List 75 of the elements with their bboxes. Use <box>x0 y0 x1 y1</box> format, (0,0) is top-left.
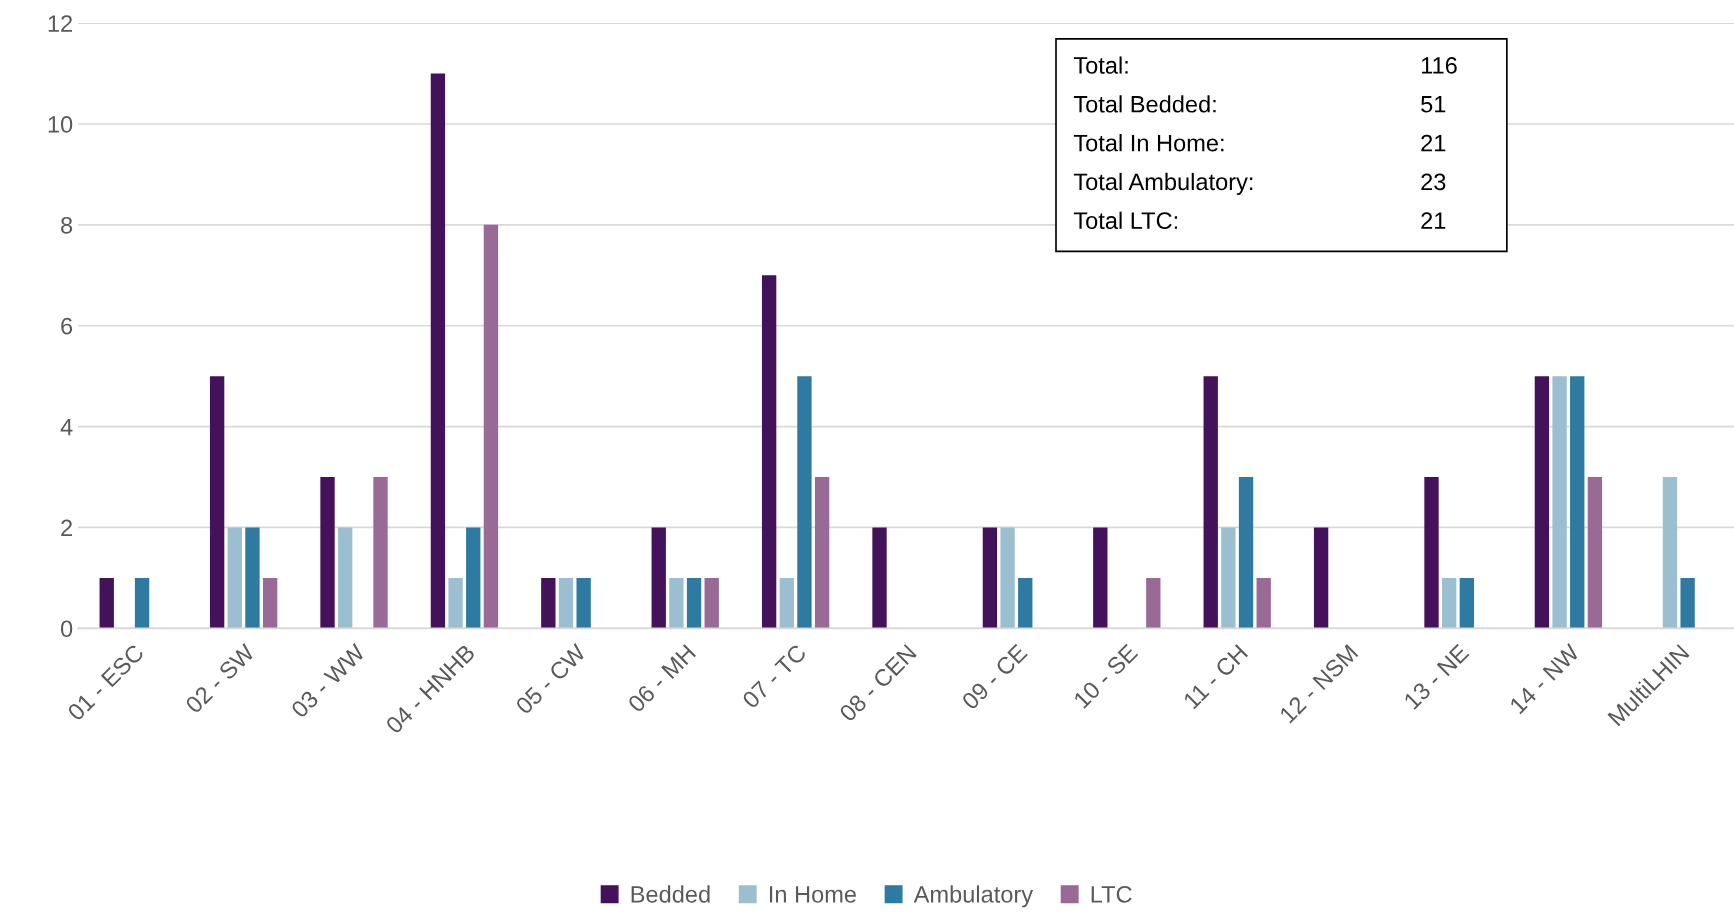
x-tick-label: 10 - SE <box>1072 643 1139 709</box>
y-tick-label: 0 <box>60 620 73 638</box>
annotation: 21 <box>1421 134 1446 152</box>
bar <box>209 376 225 629</box>
bar <box>1552 376 1567 629</box>
x-tick-label: 02 - SW <box>184 642 256 715</box>
bar <box>576 577 591 629</box>
y-tick-label: 10 <box>48 116 73 133</box>
x-tick-label: 13 - NE <box>1403 643 1470 710</box>
y-tick-label: 6 <box>61 317 73 335</box>
bar <box>1000 527 1015 629</box>
bar <box>651 527 666 629</box>
bar <box>1313 527 1329 629</box>
bar <box>466 527 481 629</box>
legend-label: Ambulatory <box>913 885 1034 908</box>
annotation: Total: <box>1073 56 1128 74</box>
x-tick-label: 09 - CE <box>960 643 1028 711</box>
annotation: 116 <box>1421 57 1457 74</box>
legend-label: Bedded <box>631 885 710 903</box>
bar <box>1238 477 1254 629</box>
bar <box>814 477 830 629</box>
bar <box>1203 376 1218 629</box>
bar <box>262 577 278 629</box>
bar <box>245 527 260 629</box>
x-tick-label: 05 - CW <box>514 642 588 716</box>
annotation: Total In Home: <box>1073 134 1224 152</box>
bar <box>779 577 794 629</box>
bar <box>982 527 998 629</box>
bar <box>373 477 388 629</box>
bar <box>704 577 719 629</box>
bar <box>872 527 887 629</box>
bar <box>541 577 556 629</box>
bar <box>483 224 499 629</box>
bar <box>338 527 353 629</box>
bar <box>1680 577 1695 629</box>
bar <box>558 577 574 629</box>
bar <box>1221 527 1236 629</box>
bar <box>1424 477 1439 629</box>
y-tick-label: 2 <box>61 519 72 537</box>
legend-label: LTC <box>1091 885 1132 903</box>
bar <box>1534 376 1550 629</box>
bar <box>1459 577 1475 629</box>
bar <box>669 577 684 629</box>
bar <box>1570 376 1585 629</box>
x-tick-label: 03 - WW <box>290 642 367 719</box>
annotation: Total Bedded: <box>1073 95 1216 113</box>
bar <box>1442 577 1457 629</box>
y-tick-label: 4 <box>60 418 73 436</box>
x-tick-label: 06 - MH <box>626 644 697 714</box>
annotation: Total Ambulatory: <box>1073 172 1253 195</box>
bar <box>1146 577 1161 629</box>
annotation: Total LTC: <box>1073 211 1178 230</box>
x-tick-label: 14 - NW <box>1509 642 1581 715</box>
bar <box>1018 577 1033 629</box>
bar <box>1587 477 1603 629</box>
bar <box>686 577 702 629</box>
bar <box>1662 477 1678 629</box>
legend-label: In Home <box>769 886 856 903</box>
bar <box>320 477 335 629</box>
bar <box>761 275 777 629</box>
bar <box>134 577 150 629</box>
x-tick-label: 11 - CH <box>1182 644 1249 710</box>
x-tick-label: 07 - TC <box>741 643 808 710</box>
bar <box>227 527 242 629</box>
annotation: 21 <box>1421 212 1446 229</box>
y-tick-label: 12 <box>48 15 72 32</box>
bar <box>448 577 463 629</box>
y-tick-label: 8 <box>61 216 73 234</box>
bar <box>430 73 446 629</box>
bar <box>797 376 812 629</box>
annotation: 51 <box>1421 96 1446 113</box>
bar <box>99 577 114 629</box>
bar <box>1256 577 1271 629</box>
bar <box>1093 527 1108 629</box>
annotation: 23 <box>1421 173 1446 191</box>
